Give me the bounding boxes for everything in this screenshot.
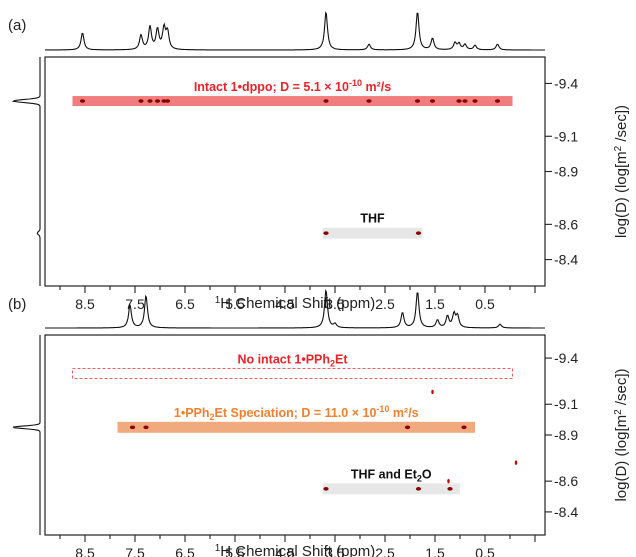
cross-peak: [462, 99, 468, 103]
band-0: Intact 1•dppo; D = 5.1 × 10-10 m²/s: [72, 78, 513, 107]
stray-cross-peak: [514, 460, 518, 465]
x-tick-label: 4.5: [275, 296, 295, 312]
band-label: No intact 1•PPh2Et: [237, 352, 348, 368]
proton-projection-spectrum: [45, 11, 545, 51]
cross-peak: [143, 425, 149, 430]
diffusion-projection-spectrum: [11, 57, 41, 286]
panel-a: (a) Intact 1•dppo; D = 5.1 × 10-10 m²/s TH…: [8, 11, 630, 312]
x-tick-label: 1.5: [425, 296, 445, 312]
band-label: THF and Et2O: [351, 467, 432, 483]
x-tick-label: 3.5: [325, 545, 345, 557]
x-tick-label: 7.5: [125, 296, 145, 312]
cross-peak: [415, 231, 422, 235]
stray-cross-peak: [431, 389, 434, 395]
band-outline: [72, 367, 513, 379]
band-label: 1•PPh2Et Speciation; D = 11.0 × 10-10 m²…: [174, 404, 419, 422]
y-tick-label: -8.4: [554, 252, 578, 268]
y-tick-label: -9.1: [554, 128, 578, 144]
cross-peak: [447, 487, 453, 491]
y-axis-label: log(D) (log[m2 /sec]): [613, 105, 630, 238]
cross-peak: [429, 99, 436, 103]
band-1: THF: [322, 212, 423, 239]
y-tick-label: -9.4: [554, 75, 578, 91]
cross-peak: [414, 99, 421, 103]
panel-letter: (a): [8, 17, 26, 34]
x-tick-label: 7.5: [125, 545, 145, 557]
band-highlight: [322, 483, 460, 495]
y-tick-label: -8.9: [554, 427, 578, 443]
cross-peak: [404, 425, 411, 430]
y-tick-label: -8.4: [554, 504, 578, 520]
y-tick-label: -8.6: [554, 473, 578, 489]
x-tick-label: 6.5: [175, 296, 195, 312]
x-axis-label: 1H Chemical Shift (ppm): [215, 295, 376, 312]
cross-peak: [323, 99, 329, 103]
x-tick-label: 2.5: [375, 296, 395, 312]
cross-peak: [129, 425, 136, 430]
x-tick-label: 6.5: [175, 545, 195, 557]
cross-peak: [147, 99, 153, 103]
band-0: No intact 1•PPh2Et: [72, 352, 513, 379]
cross-peak: [323, 487, 329, 491]
y-axis-label: log(D) (log[m2 /sec]): [613, 368, 630, 501]
x-tick-label: 5.5: [225, 545, 245, 557]
band-2: THF and Et2O: [322, 467, 460, 495]
band-highlight: [72, 96, 513, 107]
x-tick-label: 1.5: [425, 545, 445, 557]
cross-peak: [154, 99, 161, 103]
y-tick-label: -9.4: [554, 350, 578, 366]
band-1: 1•PPh2Et Speciation; D = 11.0 × 10-10 m²…: [117, 404, 475, 433]
x-tick-label: 8.5: [75, 545, 95, 557]
x-tick-label: 5.5: [225, 296, 245, 312]
x-tick-label: 8.5: [75, 296, 95, 312]
x-axis-label: 1H Chemical Shift (ppm): [215, 543, 376, 557]
x-tick-label: 0.5: [475, 296, 495, 312]
stray-cross-peak: [447, 478, 450, 484]
panel-b: (b) No intact 1•PPh2Et 1•PPh2Et Speciation…: [8, 289, 630, 557]
x-tick-label: 0.5: [475, 545, 495, 557]
cross-peak: [323, 231, 329, 235]
band-label: Intact 1•dppo; D = 5.1 × 10-10 m²/s: [194, 78, 391, 94]
cross-peak: [164, 99, 171, 103]
cross-peak: [456, 99, 462, 103]
x-tick-label: 4.5: [275, 545, 295, 557]
y-tick-label: -8.6: [554, 216, 578, 232]
cross-peak: [138, 99, 144, 103]
cross-peak: [461, 425, 467, 430]
cross-peak: [494, 99, 501, 103]
band-highlight: [322, 227, 423, 239]
cross-peak: [472, 99, 478, 103]
cross-peak: [79, 99, 86, 103]
y-tick-label: -8.9: [554, 164, 578, 180]
x-tick-label: 3.5: [325, 296, 345, 312]
band-highlight: [117, 421, 475, 433]
panel-letter: (b): [8, 296, 26, 313]
proton-projection-spectrum: [45, 289, 545, 329]
diffusion-projection-spectrum: [12, 335, 41, 535]
band-label: THF: [360, 212, 385, 226]
x-tick-label: 2.5: [375, 545, 395, 557]
cross-peak: [415, 487, 422, 491]
y-tick-label: -9.1: [554, 396, 578, 412]
cross-peak: [366, 99, 372, 103]
